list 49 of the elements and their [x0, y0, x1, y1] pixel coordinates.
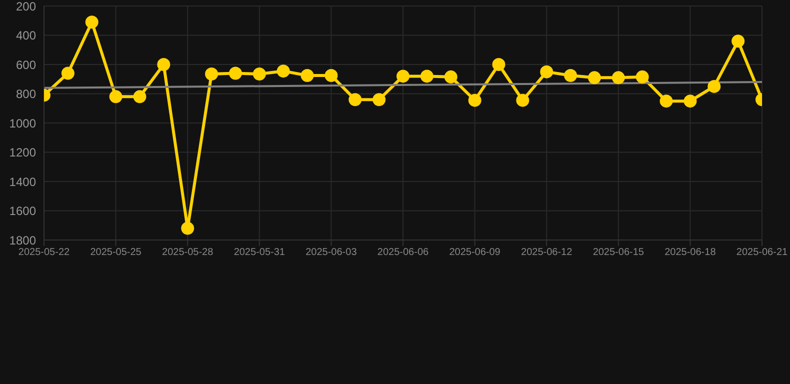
point	[205, 68, 218, 81]
point	[157, 58, 170, 71]
y-tick-label: 400	[16, 28, 36, 43]
x-tick-label: 2025-06-09	[449, 247, 501, 258]
y-tick-label: 200	[16, 0, 36, 14]
y-tick-label: 1400	[9, 174, 36, 189]
y-tick-label: 1200	[9, 146, 36, 160]
point	[396, 70, 410, 83]
point	[276, 64, 290, 78]
point	[444, 70, 458, 84]
point	[372, 93, 386, 106]
x-tick-label: 2025-05-22	[18, 247, 70, 258]
x-tick-label: 2025-06-18	[664, 247, 716, 258]
point	[420, 70, 434, 83]
point	[516, 94, 530, 107]
point	[708, 80, 721, 93]
y-tick-label: 1000	[9, 116, 36, 130]
y-tick-label: 600	[16, 58, 36, 72]
point	[684, 94, 697, 108]
point	[348, 93, 362, 106]
point	[252, 68, 266, 81]
y-tick-label: 800	[16, 87, 36, 102]
point	[85, 16, 98, 29]
x-tick-label: 2025-06-12	[521, 247, 573, 258]
x-tick-label: 2025-06-21	[736, 247, 788, 258]
y-tick-label: 1800	[9, 233, 36, 248]
point	[660, 94, 673, 108]
point	[228, 66, 242, 80]
point	[588, 71, 601, 84]
point	[732, 34, 745, 48]
x-tick-label: 2025-05-25	[90, 247, 142, 258]
point	[492, 58, 506, 71]
x-tick-label: 2025-05-28	[162, 247, 214, 258]
point	[636, 70, 649, 84]
x-tick-label: 2025-06-06	[377, 247, 430, 258]
point	[612, 71, 625, 84]
x-tick-label: 2025-05-31	[234, 247, 286, 258]
point	[300, 68, 314, 82]
point	[109, 90, 122, 104]
y-tick-label: 1600	[9, 204, 36, 218]
point	[61, 66, 74, 80]
x-tick-label: 2025-06-03	[306, 247, 358, 258]
point	[468, 94, 482, 107]
point	[181, 222, 194, 235]
point	[324, 68, 338, 82]
point	[133, 90, 146, 104]
point	[540, 65, 554, 78]
point	[564, 68, 578, 82]
x-tick-label: 2025-06-15	[592, 247, 644, 258]
